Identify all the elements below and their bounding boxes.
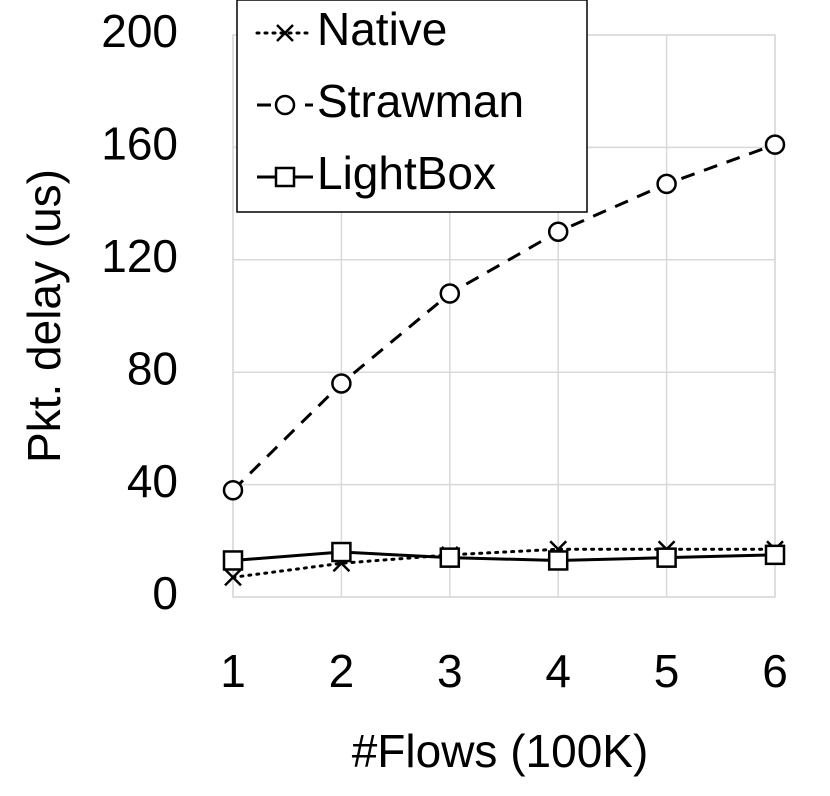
marker	[224, 568, 242, 587]
marker	[222, 550, 244, 571]
x-tick-label: 5	[654, 645, 680, 697]
series-line	[231, 143, 776, 492]
marker	[547, 550, 569, 571]
x-axis-title: #Flows (100K)	[352, 725, 649, 777]
y-axis-title: Pkt. delay (us)	[18, 169, 70, 463]
legend-marker	[274, 94, 296, 116]
legend-marker	[276, 24, 294, 42]
x-tick-label: 2	[329, 645, 355, 697]
x-tick-label: 4	[545, 645, 571, 697]
y-tick-label: 40	[127, 455, 178, 507]
legend-label: Strawman	[317, 75, 524, 127]
legend-label: LightBox	[317, 147, 496, 199]
marker	[764, 134, 786, 155]
marker	[331, 373, 352, 394]
marker	[656, 173, 677, 195]
series-line	[232, 550, 776, 562]
y-tick-label: 80	[127, 342, 178, 394]
legend-marker	[274, 166, 296, 188]
marker	[222, 479, 244, 501]
x-tick-label: 1	[220, 645, 246, 697]
legend-label: Native	[317, 3, 447, 55]
marker	[764, 544, 786, 566]
x-tick-label: 3	[437, 645, 463, 697]
marker	[439, 283, 461, 304]
y-tick-label: 200	[101, 5, 178, 57]
marker	[439, 547, 461, 568]
y-tick-label: 160	[101, 118, 178, 170]
marker	[331, 541, 352, 563]
marker	[547, 221, 569, 242]
marker	[656, 547, 677, 568]
y-tick-label: 0	[152, 567, 178, 619]
series-line	[231, 547, 777, 579]
y-tick-label: 120	[101, 230, 178, 282]
x-tick-label: 6	[762, 645, 788, 697]
